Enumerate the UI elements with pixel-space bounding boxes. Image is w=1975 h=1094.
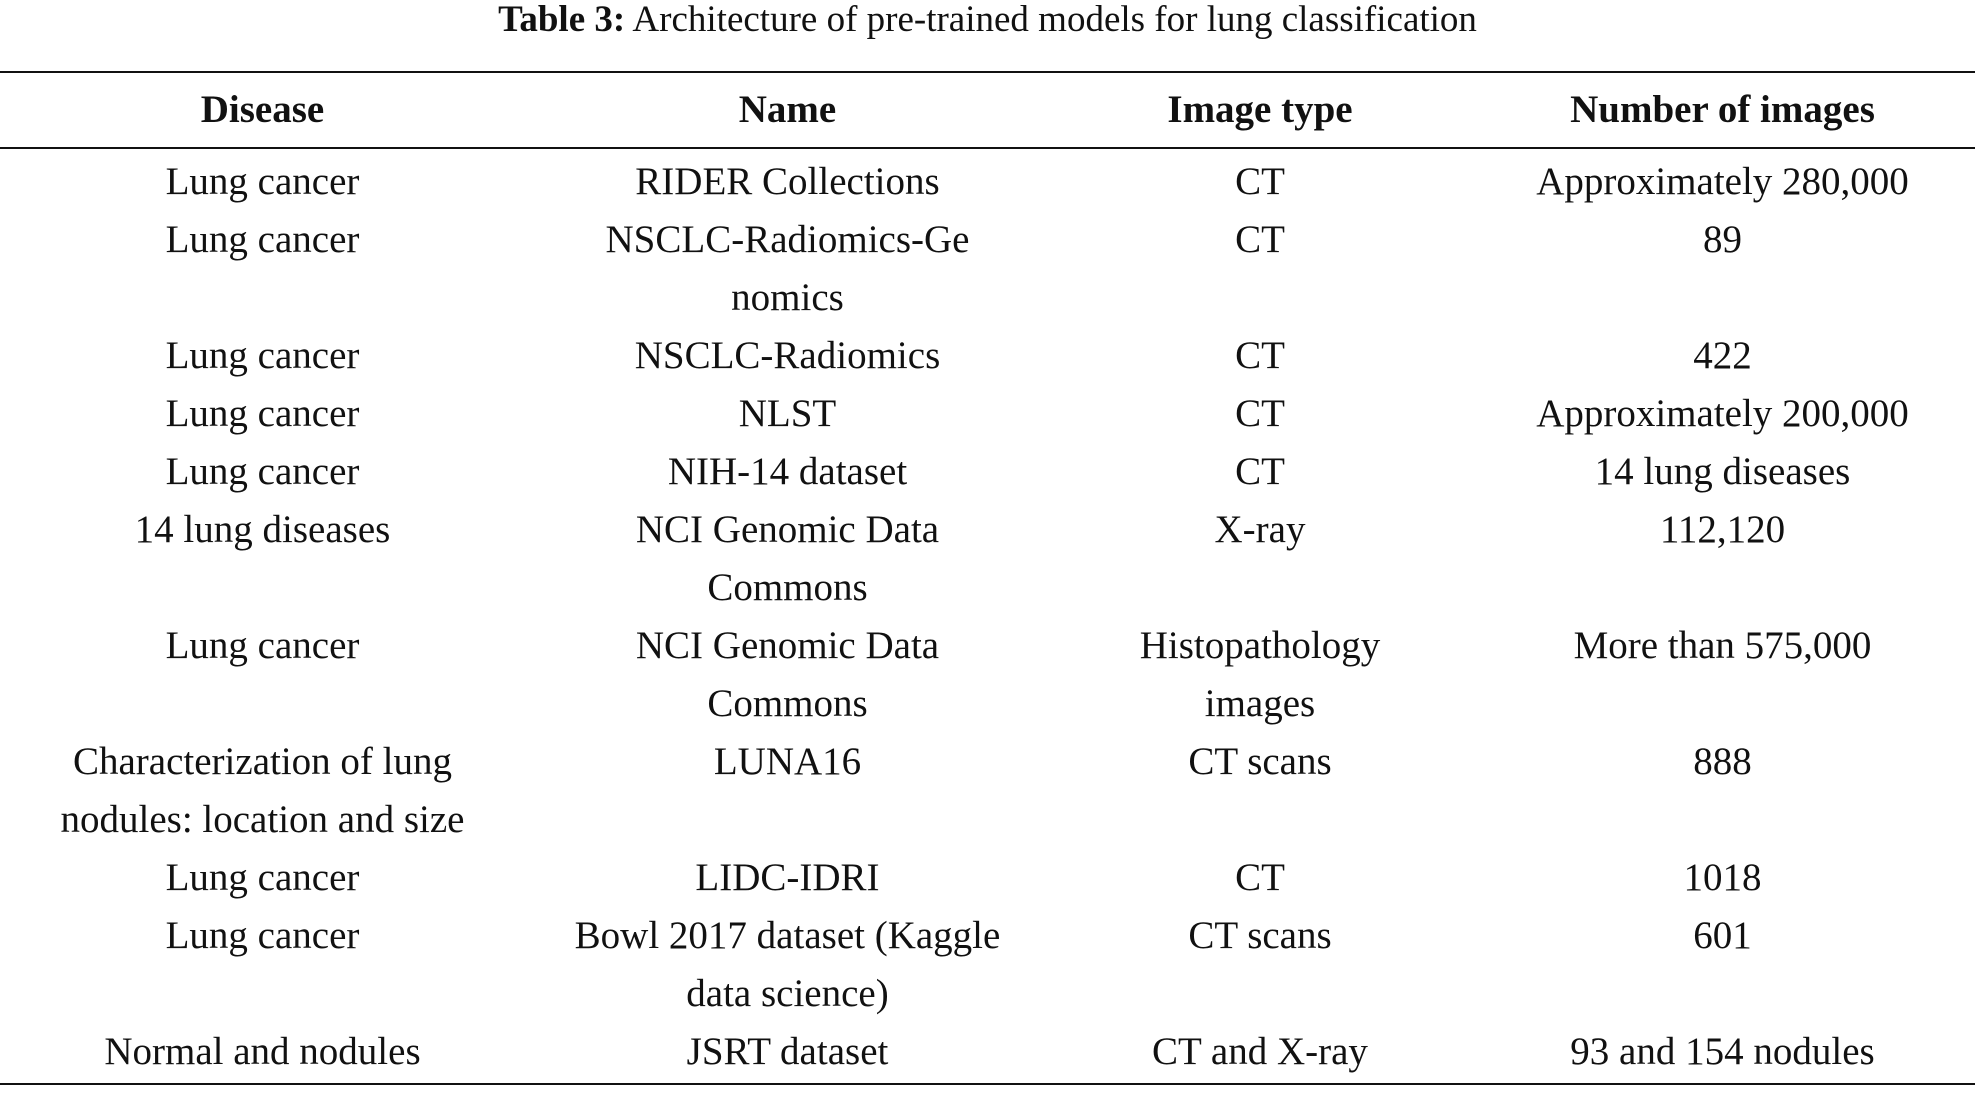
cell-name: NCI Genomic Data Commons (635, 624, 940, 725)
cell-disease: Normal and nodules (104, 1030, 421, 1073)
cell-name: Bowl 2017 dataset (Kaggle data science) (574, 914, 1001, 1015)
header-image-type: Image type (1050, 72, 1470, 149)
table-row: Lung cancer LIDC-IDRI CT 1018 (0, 849, 1975, 907)
cell-name: NSCLC-Radiomics (634, 334, 941, 377)
cell-disease: Lung cancer (165, 856, 360, 899)
cell-count: 422 (1693, 334, 1752, 377)
cell-image-type: CT scans (1188, 740, 1332, 783)
cell-disease: Lung cancer (165, 160, 360, 203)
cell-image-type: CT scans (1188, 914, 1332, 957)
header-row: Disease Name Image type Number of images (0, 72, 1975, 149)
cell-count: 112,120 (1659, 508, 1786, 551)
cell-count: 601 (1693, 914, 1752, 957)
table-row: Lung cancer NCI Genomic Data Commons His… (0, 617, 1975, 733)
cell-count: More than 575,000 (1573, 624, 1872, 667)
table-body: Lung cancer RIDER Collections CT Approxi… (0, 148, 1975, 1084)
cell-disease: Lung cancer (165, 392, 360, 435)
cell-name: LUNA16 (713, 740, 862, 783)
cell-image-type: CT (1235, 450, 1285, 493)
cell-name: JSRT dataset (686, 1030, 889, 1073)
table-row: Characterization of lung nodules: locati… (0, 733, 1975, 849)
cell-count: 888 (1693, 740, 1752, 783)
cell-image-type: CT (1235, 218, 1285, 261)
table-row: 14 lung diseases NCI Genomic Data Common… (0, 501, 1975, 617)
table-row: Normal and nodules JSRT dataset CT and X… (0, 1023, 1975, 1084)
table-row: Lung cancer Bowl 2017 dataset (Kaggle da… (0, 907, 1975, 1023)
cell-disease: Lung cancer (165, 914, 360, 957)
table-row: Lung cancer NSCLC-Radiomics CT 422 (0, 327, 1975, 385)
table-row: Lung cancer NIH-14 dataset CT 14 lung di… (0, 443, 1975, 501)
cell-disease: Characterization of lung nodules: locati… (60, 740, 465, 841)
cell-disease: Lung cancer (165, 218, 360, 261)
datasets-table: Disease Name Image type Number of images… (0, 71, 1975, 1085)
cell-image-type: CT and X-ray (1152, 1030, 1368, 1073)
cell-disease: 14 lung diseases (134, 508, 391, 551)
header-disease: Disease (0, 72, 525, 149)
cell-image-type: Histopathology images (1139, 624, 1381, 725)
caption-label: Table 3: (498, 0, 626, 40)
cell-count: Approximately 200,000 (1536, 392, 1909, 435)
table-row: Lung cancer NLST CT Approximately 200,00… (0, 385, 1975, 443)
cell-image-type: CT (1235, 856, 1285, 899)
header-name: Name (525, 72, 1050, 149)
cell-name: NSCLC-Radiomics-Genomics (605, 218, 970, 319)
cell-count: 93 and 154 nodules (1570, 1030, 1875, 1073)
header-number-of-images: Number of images (1470, 72, 1975, 149)
cell-image-type: X-ray (1214, 508, 1306, 551)
cell-image-type: CT (1235, 392, 1285, 435)
cell-name: NIH-14 dataset (667, 450, 908, 493)
cell-name: RIDER Collections (635, 160, 940, 203)
cell-count: Approximately 280,000 (1536, 160, 1909, 203)
cell-count: 89 (1703, 218, 1742, 261)
cell-name: LIDC-IDRI (695, 856, 880, 899)
cell-count: 14 lung diseases (1594, 450, 1851, 493)
table-header: Disease Name Image type Number of images (0, 72, 1975, 149)
cell-count: 1018 (1683, 856, 1762, 899)
cell-disease: Lung cancer (165, 624, 360, 667)
cell-name: NCI Genomic Data Commons (635, 508, 940, 609)
table-caption: Table 3: Architecture of pre-trained mod… (0, 0, 1975, 44)
table-row: Lung cancer RIDER Collections CT Approxi… (0, 148, 1975, 211)
table-row: Lung cancer NSCLC-Radiomics-Genomics CT … (0, 211, 1975, 327)
caption-text: Architecture of pre-trained models for l… (632, 0, 1477, 40)
cell-image-type: CT (1235, 160, 1285, 203)
cell-image-type: CT (1235, 334, 1285, 377)
cell-disease: Lung cancer (165, 334, 360, 377)
cell-disease: Lung cancer (165, 450, 360, 493)
cell-name: NLST (738, 392, 837, 435)
